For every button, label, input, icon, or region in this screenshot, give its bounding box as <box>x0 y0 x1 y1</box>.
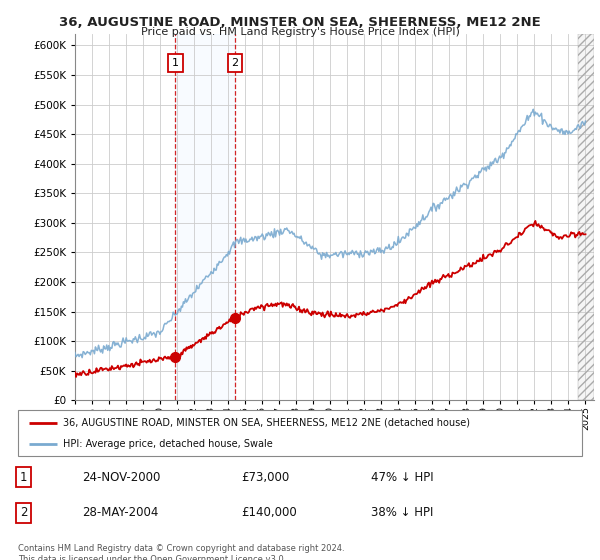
Text: 2: 2 <box>20 506 28 519</box>
Text: 2: 2 <box>232 58 239 68</box>
Text: 1: 1 <box>172 58 179 68</box>
Text: £73,000: £73,000 <box>241 470 289 484</box>
Text: Price paid vs. HM Land Registry's House Price Index (HPI): Price paid vs. HM Land Registry's House … <box>140 27 460 37</box>
Text: 28-MAY-2004: 28-MAY-2004 <box>82 506 159 519</box>
Text: 36, AUGUSTINE ROAD, MINSTER ON SEA, SHEERNESS, ME12 2NE: 36, AUGUSTINE ROAD, MINSTER ON SEA, SHEE… <box>59 16 541 29</box>
FancyBboxPatch shape <box>18 410 582 456</box>
Text: 1: 1 <box>20 470 28 484</box>
Text: 24-NOV-2000: 24-NOV-2000 <box>82 470 161 484</box>
Text: Contains HM Land Registry data © Crown copyright and database right 2024.
This d: Contains HM Land Registry data © Crown c… <box>18 544 344 560</box>
Text: £140,000: £140,000 <box>241 506 297 519</box>
Bar <box>578 34 594 400</box>
Text: 38% ↓ HPI: 38% ↓ HPI <box>371 506 433 519</box>
Bar <box>175 34 235 400</box>
Text: HPI: Average price, detached house, Swale: HPI: Average price, detached house, Swal… <box>63 439 273 449</box>
Text: 36, AUGUSTINE ROAD, MINSTER ON SEA, SHEERNESS, ME12 2NE (detached house): 36, AUGUSTINE ROAD, MINSTER ON SEA, SHEE… <box>63 418 470 428</box>
Text: 47% ↓ HPI: 47% ↓ HPI <box>371 470 433 484</box>
Bar <box>578 34 594 400</box>
